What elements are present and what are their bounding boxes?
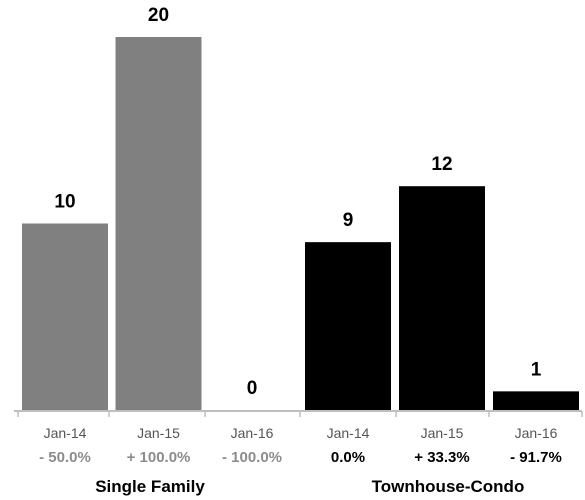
data-label: 10 <box>54 192 75 213</box>
bar-townhouse-condo-0 <box>305 242 391 410</box>
data-label: 9 <box>343 210 354 231</box>
bar-townhouse-condo-2 <box>493 391 579 410</box>
x-tick-label: Jan-16 <box>515 425 558 441</box>
group-label: Single Family <box>95 477 205 496</box>
x-tick-label: Jan-14 <box>327 425 370 441</box>
bar-single-family-1 <box>115 37 202 410</box>
data-label: 0 <box>247 378 258 399</box>
x-tick-label: Jan-16 <box>231 425 274 441</box>
change-label: - 100.0% <box>222 449 282 466</box>
data-label: 20 <box>148 5 169 26</box>
data-label: 12 <box>431 154 452 175</box>
bar-single-family-0 <box>22 223 108 410</box>
change-label: 0.0% <box>331 449 365 466</box>
change-label: + 100.0% <box>127 449 191 466</box>
x-tick-label: Jan-14 <box>44 425 87 441</box>
change-label: - 50.0% <box>39 449 91 466</box>
data-label: 1 <box>531 359 542 380</box>
group-label: Townhouse-Condo <box>372 477 525 496</box>
x-tick-label: Jan-15 <box>137 425 180 441</box>
change-label: + 33.3% <box>414 449 469 466</box>
x-tick-label: Jan-15 <box>421 425 464 441</box>
bar-townhouse-condo-1 <box>399 186 485 410</box>
change-label: - 91.7% <box>510 449 562 466</box>
